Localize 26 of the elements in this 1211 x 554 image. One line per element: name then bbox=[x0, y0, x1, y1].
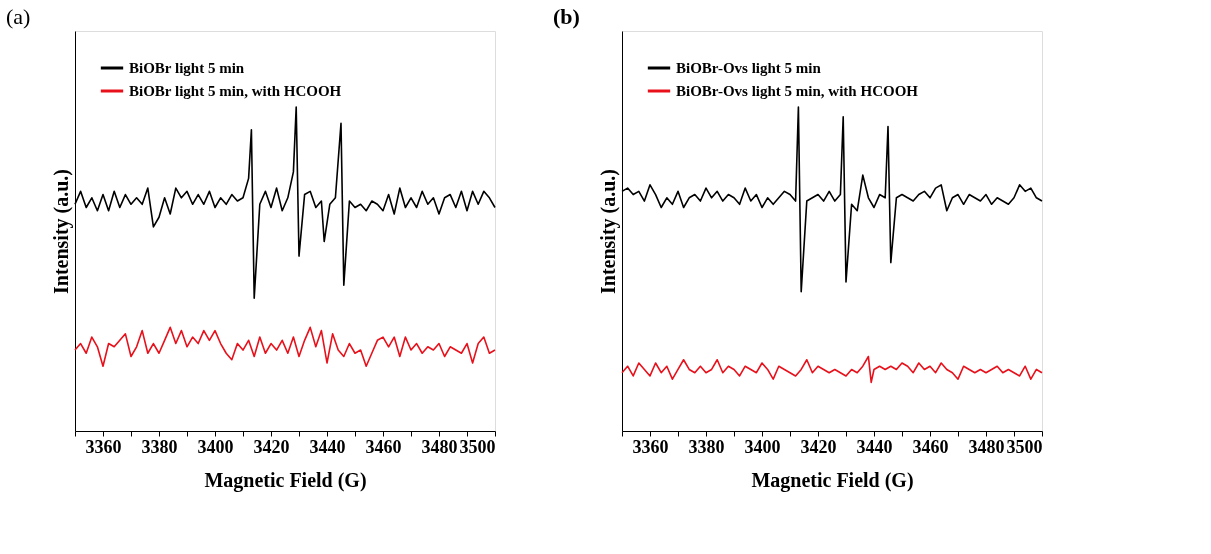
x-tick-label: 3380 bbox=[141, 436, 178, 457]
x-tick-label: 3460 bbox=[365, 436, 402, 457]
y-axis-title: Intensity (a.u.) bbox=[49, 168, 73, 295]
chart-title: (b) bbox=[553, 4, 580, 29]
legend-label: BiOBr light 5 min bbox=[129, 60, 245, 76]
x-tick-label: 3440 bbox=[309, 436, 346, 457]
x-tick-label: 3360 bbox=[85, 436, 122, 457]
legend-label: BiOBr-Ovs light 5 min bbox=[676, 60, 822, 76]
legend-label: BiOBr light 5 min, with HCOOH bbox=[129, 83, 342, 99]
x-tick-label: 3480 bbox=[968, 436, 1005, 457]
x-tick-label: 3500 bbox=[459, 436, 496, 457]
x-tick-label: 3460 bbox=[912, 436, 949, 457]
x-tick-label: 3400 bbox=[197, 436, 234, 457]
x-tick-label: 3480 bbox=[421, 436, 458, 457]
y-axis-title: Intensity (a.u.) bbox=[596, 168, 620, 295]
x-tick-label: 3440 bbox=[856, 436, 893, 457]
x-tick-label: 3380 bbox=[688, 436, 725, 457]
x-tick-label: 3400 bbox=[744, 436, 781, 457]
chart-title: (a) bbox=[6, 4, 31, 29]
x-tick-label: 3420 bbox=[800, 436, 837, 457]
x-axis-title: Magnetic Field (G) bbox=[751, 468, 914, 492]
x-tick-label: 3500 bbox=[1006, 436, 1043, 457]
x-axis-title: Magnetic Field (G) bbox=[204, 468, 367, 492]
x-tick-label: 3360 bbox=[632, 436, 669, 457]
legend-label: BiOBr-Ovs light 5 min, with HCOOH bbox=[676, 83, 919, 99]
x-tick-label: 3420 bbox=[253, 436, 290, 457]
